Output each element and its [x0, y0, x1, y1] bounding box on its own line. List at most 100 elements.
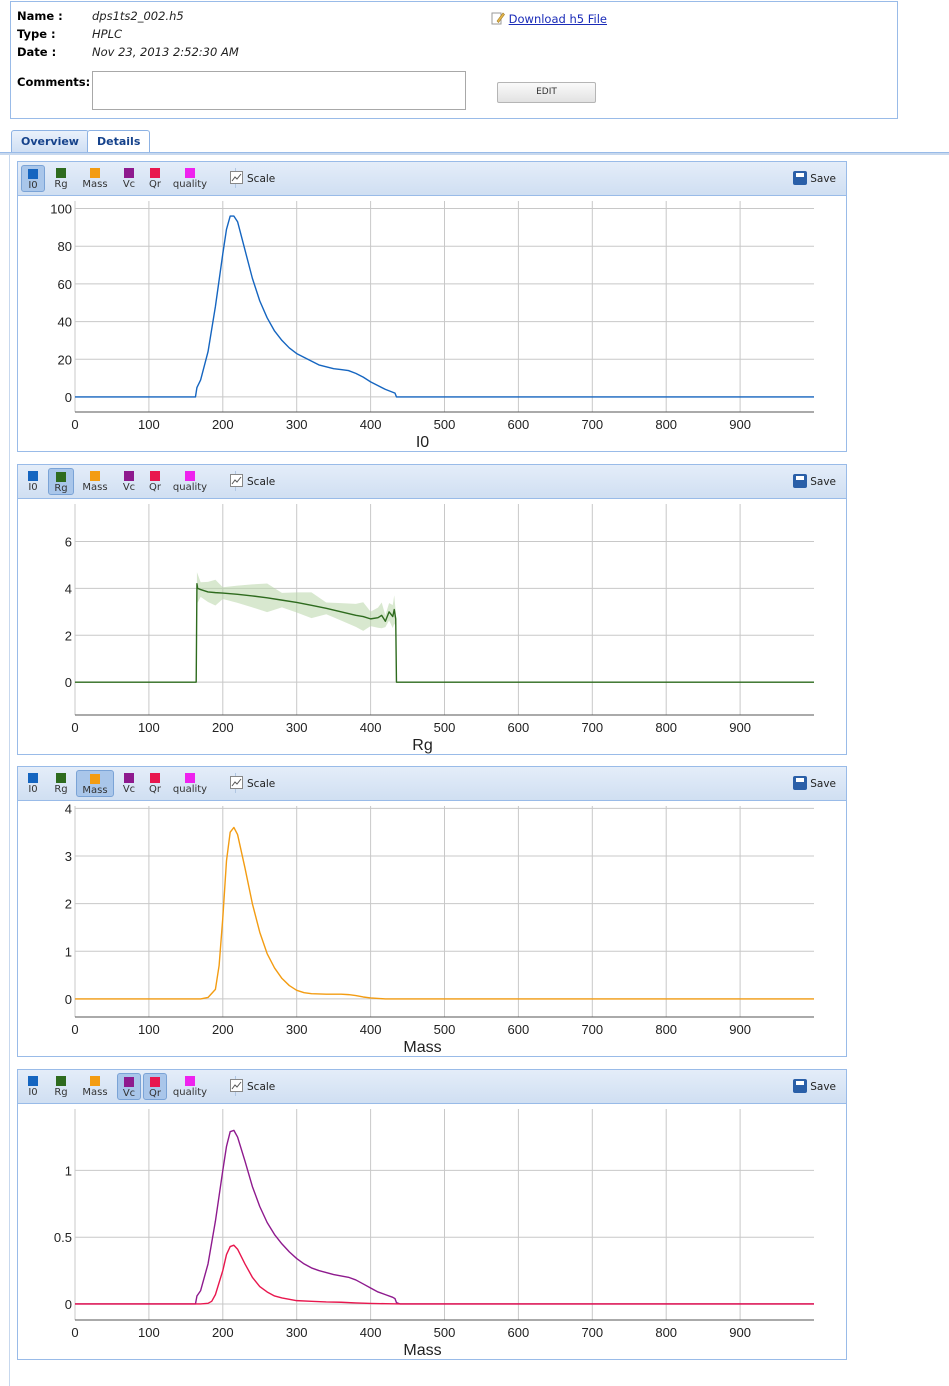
- color-swatch-icon: [124, 773, 134, 783]
- x-tick-label: 800: [655, 720, 677, 735]
- floppy-disk-icon: [793, 171, 808, 185]
- series-toggle-label: quality: [172, 482, 208, 493]
- color-swatch-icon: [185, 1076, 195, 1086]
- series-toggle-label: Mass: [82, 179, 108, 190]
- tab-details[interactable]: Details: [87, 130, 151, 153]
- y-tick-label: 3: [65, 849, 72, 864]
- chart-plot[interactable]: 0 100 200 300 400 500 600 700 800 900 0 1 2 3 4 Mass: [18, 800, 846, 1056]
- x-tick-label: 400: [360, 417, 382, 432]
- series-toggle-quality[interactable]: quality: [170, 770, 210, 797]
- series-toggle-rg[interactable]: Rg: [48, 1073, 74, 1100]
- series-toggle-label: Rg: [54, 483, 68, 494]
- y-tick-label: 100: [50, 202, 72, 217]
- series-toggle-label: I0: [28, 1087, 38, 1098]
- series-toggle-i0[interactable]: I0: [21, 468, 45, 495]
- x-tick-label: 300: [286, 417, 308, 432]
- series-toggle-rg[interactable]: Rg: [48, 165, 74, 192]
- download-h5-link[interactable]: Download h5 File: [508, 12, 607, 26]
- floppy-disk-icon: [793, 474, 808, 488]
- x-tick-label: 700: [581, 417, 603, 432]
- save-label: Save: [810, 173, 836, 185]
- series-toggle-label: quality: [172, 1087, 208, 1098]
- series-toggle-label: Mass: [82, 785, 108, 796]
- series-toggle-vc[interactable]: Vc: [117, 1073, 141, 1100]
- y-tick-label: 1: [65, 944, 72, 959]
- floppy-disk-icon: [793, 776, 808, 790]
- series-toggle-vc[interactable]: Vc: [117, 165, 141, 192]
- floppy-disk-icon: [793, 1079, 808, 1093]
- edit-button[interactable]: EDIT: [497, 82, 596, 103]
- chart-plot[interactable]: 0 100 200 300 400 500 600 700 800 900 0 0.5 1 Mass: [18, 1103, 846, 1359]
- save-button[interactable]: Save: [793, 474, 836, 488]
- x-tick-label: 900: [729, 1325, 751, 1340]
- series-toggle-quality[interactable]: quality: [170, 1073, 210, 1100]
- x-tick-label: 800: [655, 417, 677, 432]
- x-tick-label: 400: [360, 720, 382, 735]
- date-label: Date :: [17, 45, 57, 59]
- scale-button[interactable]: Scale: [230, 776, 275, 790]
- series-toggle-i0[interactable]: I0: [21, 165, 45, 192]
- y-tick-label: 2: [65, 628, 72, 643]
- x-tick-label: 400: [360, 1022, 382, 1037]
- x-axis-label: Mass: [403, 1342, 441, 1359]
- scale-button[interactable]: Scale: [230, 171, 275, 185]
- chart-plot[interactable]: 0 100 200 300 400 500 600 700 800 900 0 20 40 60 80 100…: [18, 195, 846, 451]
- chart-plot[interactable]: 0 100 200 300 400 500 600 700 800 900 0 2 4 6 Rg: [18, 498, 846, 754]
- series-toggle-i0[interactable]: I0: [21, 1073, 45, 1100]
- series-toggle-mass[interactable]: Mass: [76, 468, 114, 495]
- color-swatch-icon: [28, 1076, 38, 1086]
- series-toggle-rg[interactable]: Rg: [48, 770, 74, 797]
- series-toggle-mass[interactable]: Mass: [76, 1073, 114, 1100]
- series-toggle-qr[interactable]: Qr: [143, 468, 167, 495]
- series-toggle-mass[interactable]: Mass: [76, 165, 114, 192]
- scale-button[interactable]: Scale: [230, 1079, 275, 1093]
- comments-field[interactable]: [92, 71, 466, 110]
- series-toggle-label: Qr: [149, 784, 161, 795]
- chart-toolbar: I0 Rg Mass Vc Qr quality Scale Save: [18, 767, 846, 801]
- series-toggle-i0[interactable]: I0: [21, 770, 45, 797]
- scale-label: Scale: [247, 173, 276, 185]
- color-swatch-icon: [150, 1077, 160, 1087]
- scale-label: Scale: [247, 778, 276, 790]
- y-tick-label: 40: [58, 315, 72, 330]
- save-button[interactable]: Save: [793, 171, 836, 185]
- type-value: HPLC: [92, 27, 123, 41]
- color-swatch-icon: [90, 168, 100, 178]
- x-tick-label: 600: [508, 1325, 530, 1340]
- chart-toolbar: I0 Rg Mass Vc Qr quality Scale Save: [18, 162, 846, 196]
- save-button[interactable]: Save: [793, 1079, 836, 1093]
- series-toggle-label: Mass: [82, 482, 108, 493]
- date-value: Nov 23, 2013 2:52:30 AM: [92, 45, 239, 59]
- y-tick-label: 60: [58, 277, 72, 292]
- x-tick-label: 0: [71, 1325, 78, 1340]
- x-axis-label: I0: [416, 434, 429, 451]
- x-tick-label: 300: [286, 720, 308, 735]
- save-button[interactable]: Save: [793, 776, 836, 790]
- chart-panel: I0 Rg Mass Vc Qr quality Scale Save 0 100 200 300 40…: [17, 464, 847, 755]
- series-toggle-quality[interactable]: quality: [170, 468, 210, 495]
- scale-button[interactable]: Scale: [230, 474, 275, 488]
- series-line: [75, 1244, 814, 1305]
- series-toggle-qr[interactable]: Qr: [143, 770, 167, 797]
- series-toggle-qr[interactable]: Qr: [143, 165, 167, 192]
- series-toggle-label: Vc: [122, 1088, 136, 1099]
- series-toggle-vc[interactable]: Vc: [117, 468, 141, 495]
- x-tick-label: 900: [729, 720, 751, 735]
- series-toggle-label: I0: [28, 482, 38, 493]
- x-tick-label: 100: [138, 720, 160, 735]
- y-tick-label: 4: [65, 801, 72, 816]
- x-tick-label: 100: [138, 417, 160, 432]
- series-toggle-rg[interactable]: Rg: [48, 468, 74, 495]
- series-toggle-vc[interactable]: Vc: [117, 770, 141, 797]
- series-toggle-mass[interactable]: Mass: [76, 770, 114, 797]
- color-swatch-icon: [124, 1077, 134, 1087]
- tab-overview[interactable]: Overview: [11, 130, 89, 152]
- x-tick-label: 500: [434, 1325, 456, 1340]
- chart-toolbar: I0 Rg Mass Vc Qr quality Scale Save: [18, 465, 846, 499]
- color-swatch-icon: [56, 472, 66, 482]
- y-tick-label: 0: [65, 1297, 72, 1312]
- name-value: dps1ts2_002.h5: [92, 9, 184, 23]
- series-toggle-quality[interactable]: quality: [170, 165, 210, 192]
- series-toggle-qr[interactable]: Qr: [143, 1073, 167, 1100]
- x-tick-label: 900: [729, 1022, 751, 1037]
